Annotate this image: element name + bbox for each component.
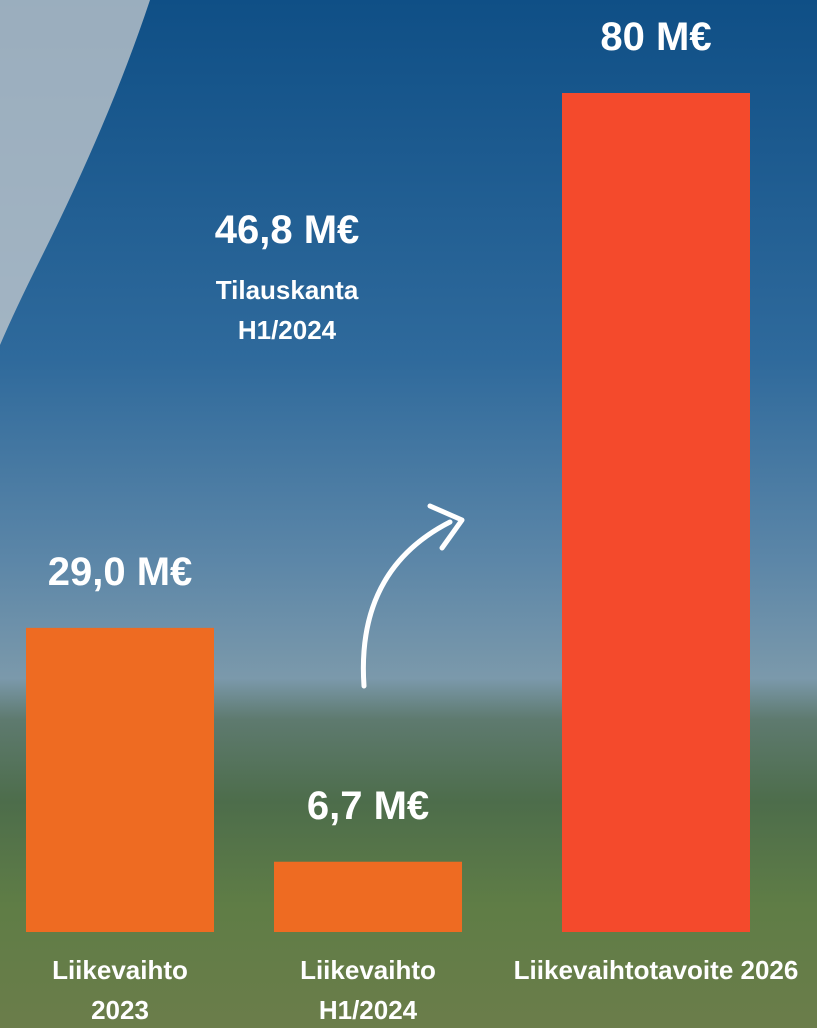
value-label: 80 M€	[526, 13, 786, 61]
value-label: 6,7 M€	[238, 782, 498, 830]
category-label: Liikevaihto 2023	[20, 950, 220, 1028]
bar	[562, 93, 750, 932]
bar	[26, 628, 214, 932]
category-label: Liikevaihtotavoite 2026	[506, 950, 806, 990]
chart	[0, 0, 817, 1028]
turbine-blade	[0, 0, 150, 345]
category-label: Liikevaihto H1/2024	[268, 950, 468, 1028]
infographic: 46,8 M€ Tilauskanta H1/2024 29,0 M€ Liike…	[0, 0, 817, 1028]
annotation-text: Tilauskanta H1/2024	[187, 270, 387, 350]
bar	[274, 862, 462, 932]
annotation-value: 46,8 M€	[157, 206, 417, 254]
value-label: 29,0 M€	[0, 548, 250, 596]
arrow	[363, 522, 450, 686]
arrow-head	[430, 506, 462, 548]
